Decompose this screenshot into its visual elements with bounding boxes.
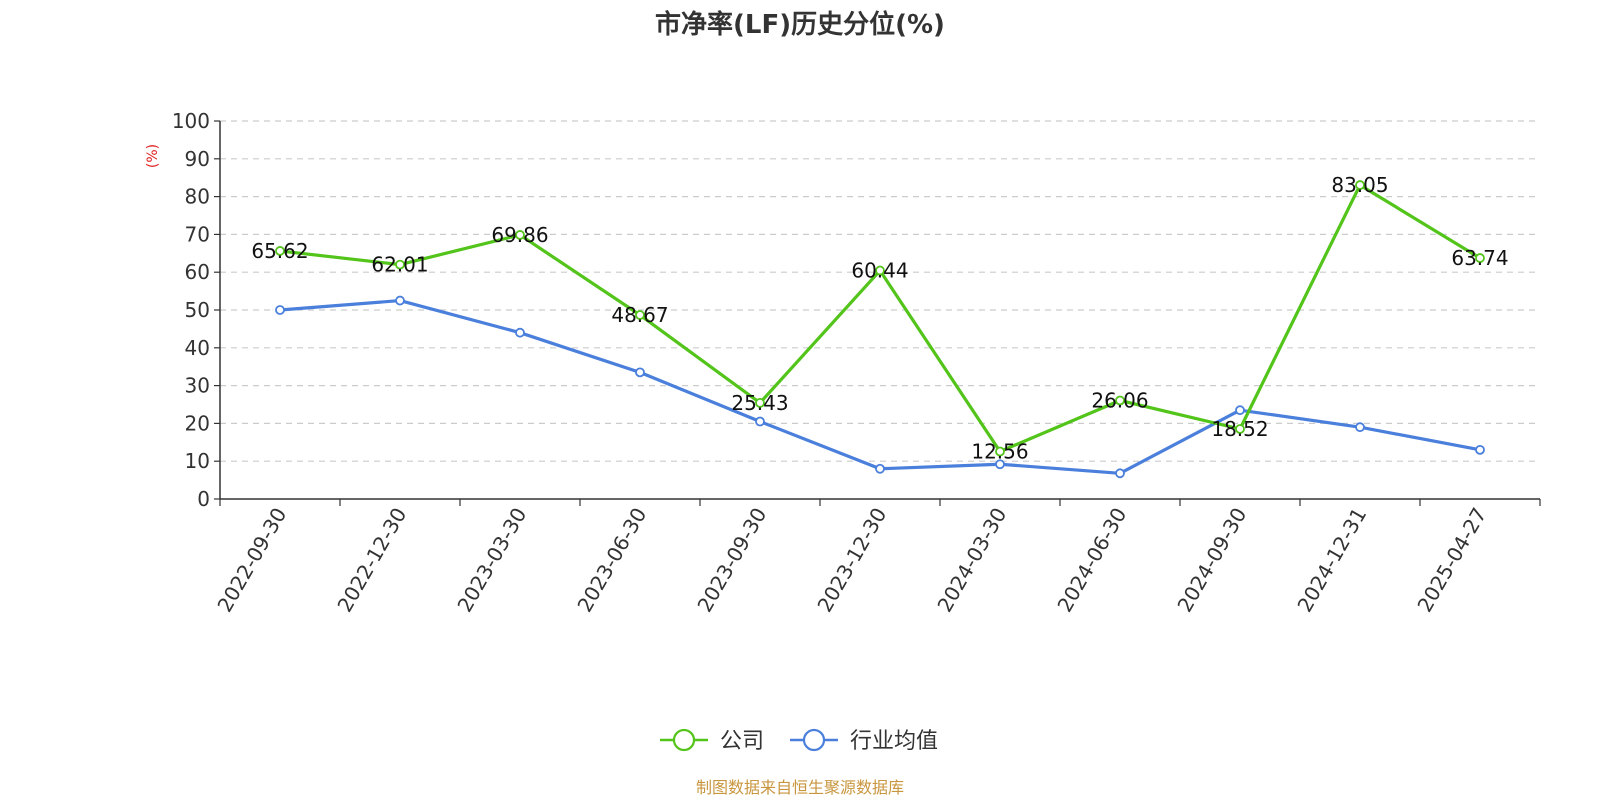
y-tick-label: 50 [185, 298, 210, 322]
data-point[interactable] [275, 246, 285, 256]
data-label: 62.01 [371, 253, 428, 277]
x-tick-label: 2022-09-30 [212, 504, 291, 617]
data-labels: 65.62 62.01 69.86 48.67 25.43 60.44 12.56 26.06… [251, 173, 1508, 463]
y-tick-label: 10 [185, 449, 210, 473]
data-point[interactable] [995, 446, 1005, 457]
legend-marker [802, 728, 826, 752]
data-point[interactable] [875, 463, 885, 474]
data-point[interactable] [1115, 395, 1125, 406]
x-tick-label: 2023-09-30 [692, 504, 771, 617]
y-tick-label: 20 [185, 411, 210, 435]
data-point[interactable] [1355, 422, 1365, 433]
data-point[interactable] [1235, 424, 1245, 434]
data-point[interactable] [515, 230, 525, 240]
y-tick-label: 90 [185, 147, 210, 171]
grid-lines [220, 120, 1540, 462]
y-tick-label: 0 [197, 487, 210, 511]
source-note: 制图数据来自恒生聚源数据库 [696, 778, 904, 797]
data-label: 48.67 [611, 303, 668, 327]
data-point[interactable] [395, 259, 405, 270]
data-label: 83.05 [1331, 173, 1388, 197]
x-tick-label: 2025-04-27 [1412, 504, 1491, 617]
data-point[interactable] [755, 397, 765, 408]
data-point[interactable] [1235, 405, 1245, 416]
data-point[interactable] [1475, 444, 1485, 455]
legend-item-0[interactable]: 公司 [660, 728, 764, 754]
series-line-1 [279, 298, 1481, 475]
series-line-0 [279, 183, 1481, 454]
y-tick-label: 80 [185, 185, 210, 209]
x-tick-label: 2023-06-30 [572, 504, 651, 617]
legend-label: 行业均值 [850, 729, 938, 754]
data-label: 26.06 [1091, 388, 1148, 412]
series-lines [275, 180, 1485, 479]
data-point[interactable] [515, 327, 525, 338]
data-point[interactable] [995, 459, 1005, 470]
data-point[interactable] [1475, 253, 1485, 263]
legend-item-1[interactable]: 行业均值 [790, 728, 938, 754]
data-point[interactable] [1355, 180, 1365, 190]
x-tick-label: 2023-12-30 [812, 504, 891, 617]
data-label: 65.62 [251, 239, 308, 263]
y-tick-label: 30 [185, 374, 210, 398]
y-tick-label: 60 [185, 260, 210, 284]
y-axis-label: (%) [145, 144, 161, 168]
chart-title: 市净率(LF)历史分位(%) [655, 9, 945, 40]
y-tick-label: 100 [172, 109, 210, 133]
data-point[interactable] [1115, 468, 1125, 479]
legend[interactable]: 公司 行业均值 [660, 728, 938, 754]
data-label: 60.44 [851, 259, 908, 283]
y-tick-label: 70 [185, 222, 210, 246]
data-point[interactable] [875, 265, 885, 276]
y-tick-label: 40 [185, 336, 210, 360]
data-point[interactable] [755, 416, 765, 427]
data-point[interactable] [395, 295, 405, 306]
legend-marker [672, 728, 696, 752]
legend-label: 公司 [720, 729, 764, 754]
data-point[interactable] [635, 310, 645, 320]
x-tick-label: 2024-03-30 [932, 504, 1011, 617]
x-tick-label: 2024-09-30 [1172, 504, 1251, 617]
x-tick-label: 2024-12-31 [1292, 504, 1371, 617]
data-point[interactable] [275, 305, 285, 315]
data-point[interactable] [635, 367, 645, 378]
data-label: 18.52 [1211, 417, 1268, 441]
x-tick-label: 2024-06-30 [1052, 504, 1131, 617]
data-label: 63.74 [1451, 246, 1508, 270]
data-label: 69.86 [491, 223, 548, 247]
data-label: 25.43 [731, 391, 788, 415]
x-tick-label: 2023-03-30 [452, 504, 531, 617]
x-tick-label: 2022-12-30 [332, 504, 411, 617]
data-label: 12.56 [971, 440, 1028, 464]
